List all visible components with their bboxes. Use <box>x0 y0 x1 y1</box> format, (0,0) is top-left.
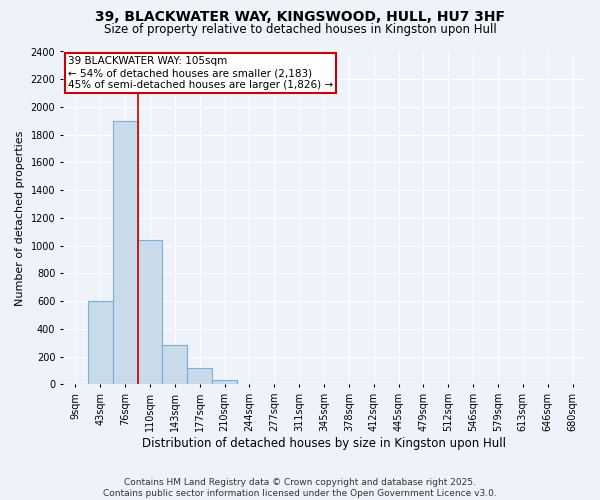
Text: Size of property relative to detached houses in Kingston upon Hull: Size of property relative to detached ho… <box>104 22 496 36</box>
Bar <box>187 368 212 384</box>
Text: 39 BLACKWATER WAY: 105sqm
← 54% of detached houses are smaller (2,183)
45% of se: 39 BLACKWATER WAY: 105sqm ← 54% of detac… <box>68 56 333 90</box>
Bar <box>113 121 137 384</box>
Bar <box>88 301 113 384</box>
Y-axis label: Number of detached properties: Number of detached properties <box>15 130 25 306</box>
X-axis label: Distribution of detached houses by size in Kingston upon Hull: Distribution of detached houses by size … <box>142 437 506 450</box>
Bar <box>163 346 187 385</box>
Bar <box>137 240 163 384</box>
Text: 39, BLACKWATER WAY, KINGSWOOD, HULL, HU7 3HF: 39, BLACKWATER WAY, KINGSWOOD, HULL, HU7… <box>95 10 505 24</box>
Text: Contains HM Land Registry data © Crown copyright and database right 2025.
Contai: Contains HM Land Registry data © Crown c… <box>103 478 497 498</box>
Bar <box>212 380 237 384</box>
